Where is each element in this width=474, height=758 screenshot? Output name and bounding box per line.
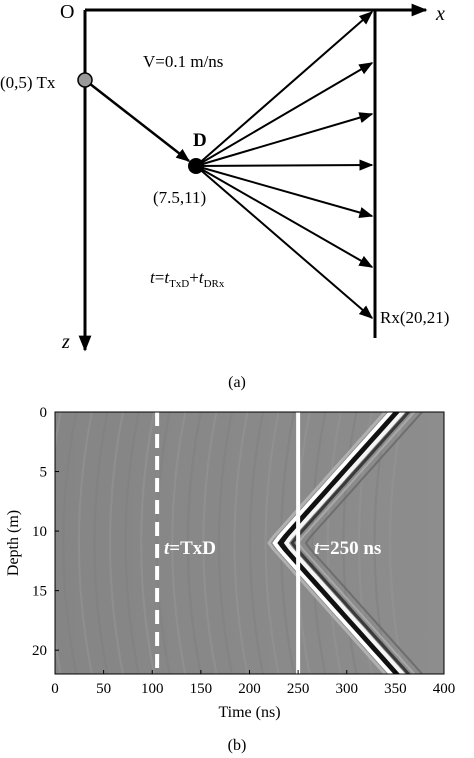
background-texture — [32, 402, 405, 684]
travel-time-label: t=tTxD+tDRx — [150, 268, 225, 290]
texture-ripple — [217, 412, 234, 674]
rays-from-d — [195, 11, 374, 319]
ray-d-to-receiver — [195, 159, 374, 171]
rx-label: Rx(20,21) — [380, 308, 449, 327]
annotation-lines — [155, 412, 301, 674]
texture-ripple — [140, 412, 156, 674]
y-tick-label: 0 — [40, 405, 48, 421]
wavefront-band — [304, 412, 424, 674]
y-tick-label: 15 — [32, 584, 47, 600]
ray-d-to-receiver — [195, 165, 374, 218]
wavefront-band — [284, 412, 406, 674]
y-tick-label: 5 — [40, 465, 48, 481]
texture-ripple — [373, 412, 389, 674]
d-point — [188, 158, 204, 174]
annotation-txd: t=TxD — [164, 538, 216, 559]
texture-ripple — [108, 412, 125, 674]
x-tick-label: 200 — [238, 681, 261, 697]
ray-d-to-receiver — [195, 112, 374, 167]
ray-tx-to-d — [84, 79, 191, 162]
wavefront-band — [277, 412, 401, 674]
ray-d-to-receiver — [195, 165, 374, 268]
y-ticks: 0 5 10 15 20 — [32, 405, 59, 659]
texture-ripple — [186, 412, 202, 674]
texture-ripple — [342, 412, 358, 674]
x-tick-label: 300 — [336, 681, 359, 697]
tx-label: (0,5) Tx — [0, 73, 56, 92]
ray-d-to-receiver — [195, 11, 374, 167]
texture-ripple — [93, 412, 109, 674]
y-axis-title: Depth (m) — [5, 510, 22, 576]
y-tick-label: 20 — [32, 643, 47, 659]
diagram-a: O x z V=0.1 m/ns (0,5) Tx D (7.5,11) t=t… — [0, 1, 449, 391]
x-tick-label: 0 — [51, 681, 59, 697]
chart-b: 0 50 100 150 200 250 300 350 400 0 5 10 15 20 Time (… — [5, 402, 455, 754]
texture-ripple — [171, 412, 187, 674]
texture-ripple — [55, 412, 62, 674]
ray-d-to-receiver — [195, 165, 374, 319]
x-axis-title: Time (ns) — [218, 704, 280, 721]
texture-ripple — [264, 412, 280, 674]
x-tick-label: 50 — [96, 681, 111, 697]
texture-ripple — [62, 412, 78, 674]
plot-area — [32, 402, 444, 684]
texture-ripple — [202, 412, 218, 674]
x-tick-label: 400 — [433, 681, 456, 697]
x-tick-label: 350 — [384, 681, 407, 697]
velocity-label: V=0.1 m/ns — [143, 52, 223, 71]
wavefront-band — [290, 412, 411, 674]
z-axis-label: z — [61, 331, 70, 353]
texture-ripple — [326, 412, 342, 674]
wavefront-band — [267, 412, 388, 674]
texture-ripple — [32, 402, 47, 684]
d-coord-label: (7.5,11) — [153, 188, 206, 207]
ray-d-to-receiver — [195, 62, 374, 167]
texture-ripple — [155, 412, 171, 674]
texture-ripple — [249, 412, 265, 674]
x-tick-label: 100 — [141, 681, 164, 697]
x-tick-label: 150 — [190, 681, 213, 697]
wavefront-band — [272, 412, 394, 674]
tx-point — [77, 72, 93, 88]
origin-label: O — [60, 1, 74, 23]
annotation-250ns: t=250 ns — [314, 538, 381, 559]
y-tick-label: 10 — [32, 524, 47, 540]
d-label: D — [193, 130, 207, 151]
texture-ripple — [311, 412, 327, 674]
caption-a: (a) — [228, 374, 246, 391]
texture-ripple — [124, 412, 140, 674]
caption-b: (b) — [228, 737, 247, 754]
x-axis-label: x — [435, 3, 445, 25]
texture-ripple — [77, 412, 94, 674]
texture-ripple — [233, 412, 249, 674]
x-tick-label: 250 — [287, 681, 310, 697]
x-ticks: 0 50 100 150 200 250 300 350 400 — [51, 670, 455, 697]
